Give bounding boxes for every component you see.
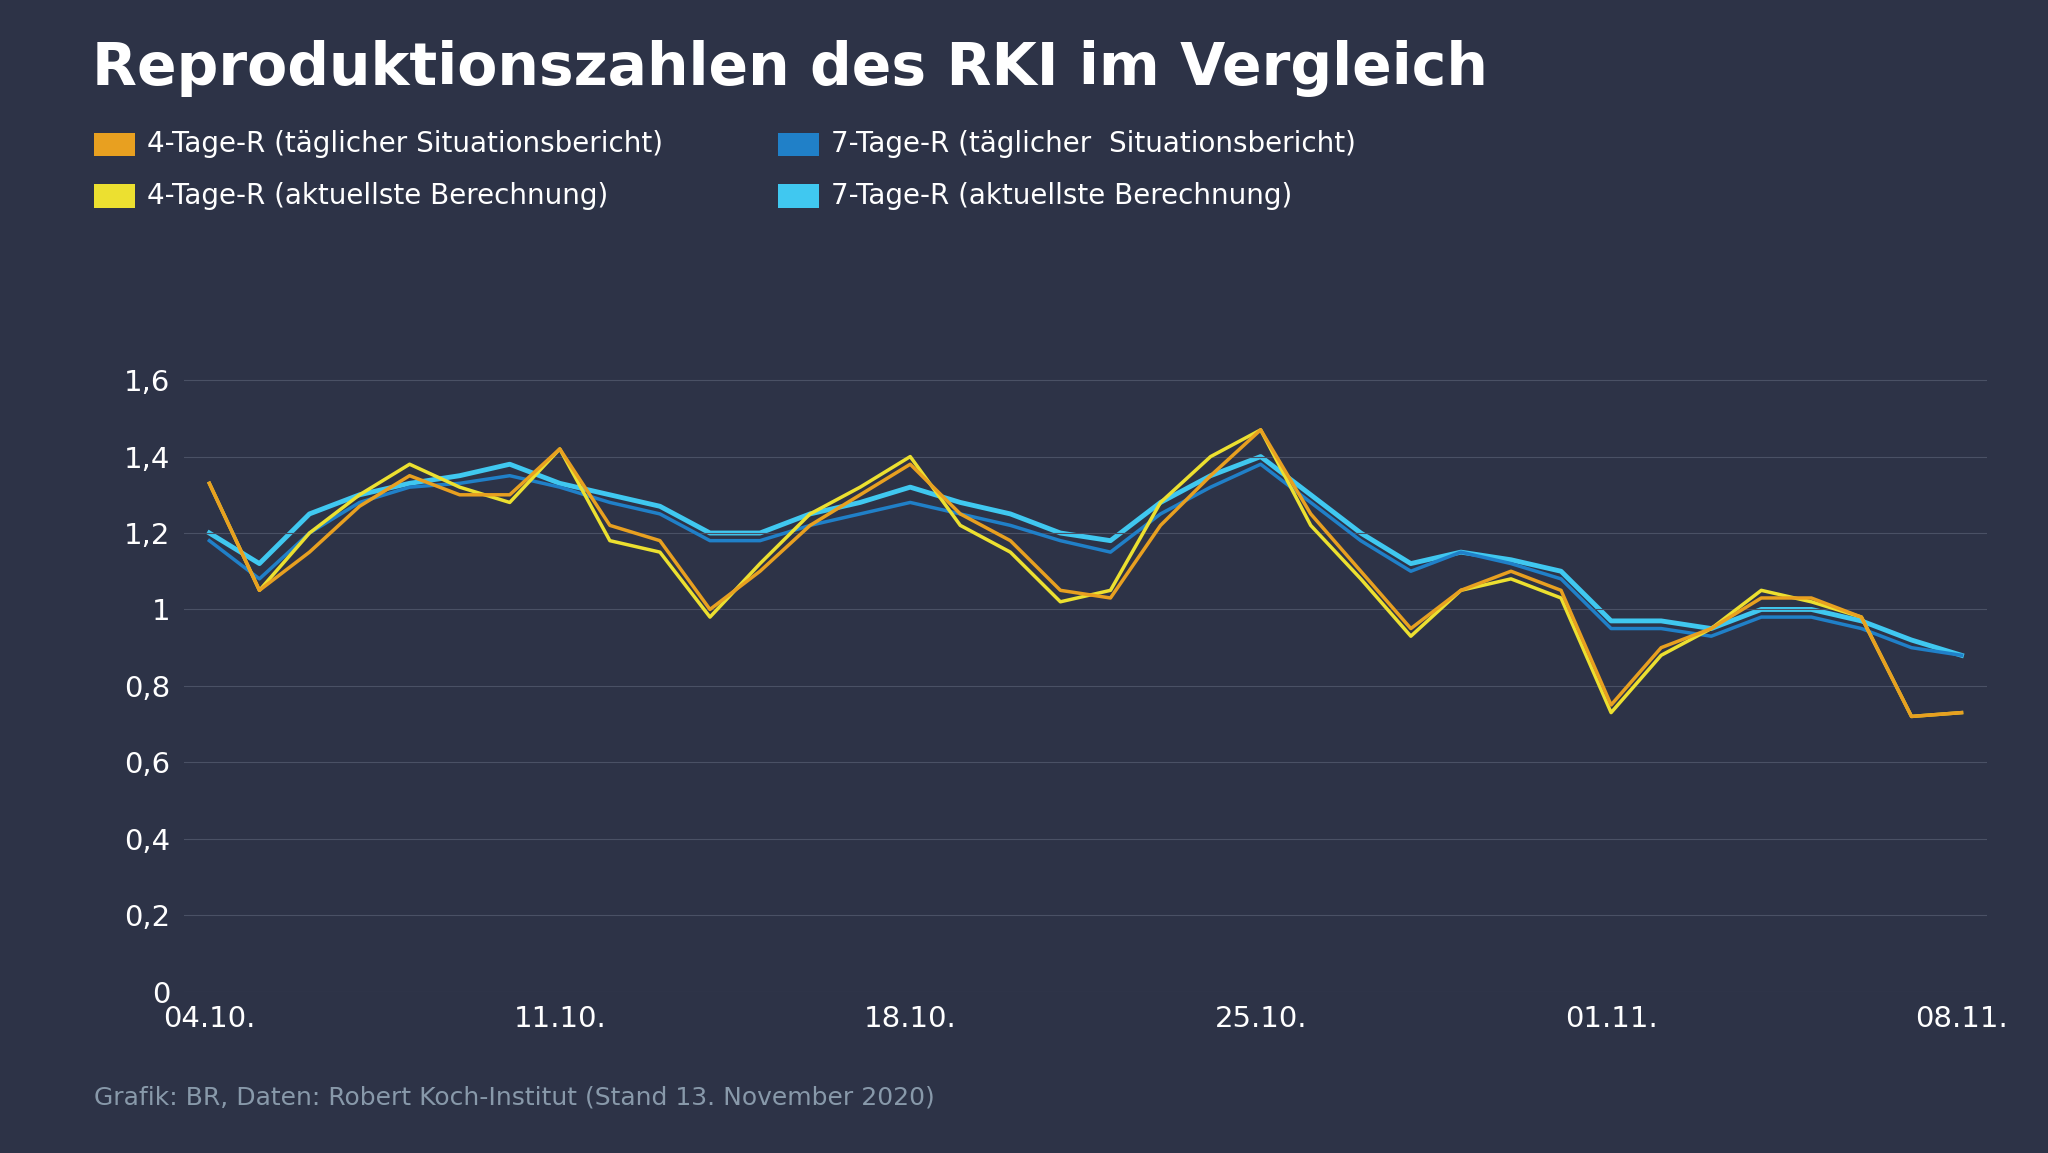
Text: 4-Tage-R (täglicher Situationsbericht): 4-Tage-R (täglicher Situationsbericht): [147, 130, 664, 158]
Text: 4-Tage-R (aktuellste Berechnung): 4-Tage-R (aktuellste Berechnung): [147, 182, 608, 210]
Text: Grafik: BR, Daten: Robert Koch-Institut (Stand 13. November 2020): Grafik: BR, Daten: Robert Koch-Institut …: [94, 1085, 936, 1109]
Text: 7-Tage-R (täglicher  Situationsbericht): 7-Tage-R (täglicher Situationsbericht): [831, 130, 1356, 158]
Text: 7-Tage-R (aktuellste Berechnung): 7-Tage-R (aktuellste Berechnung): [831, 182, 1292, 210]
Text: Reproduktionszahlen des RKI im Vergleich: Reproduktionszahlen des RKI im Vergleich: [92, 40, 1489, 97]
